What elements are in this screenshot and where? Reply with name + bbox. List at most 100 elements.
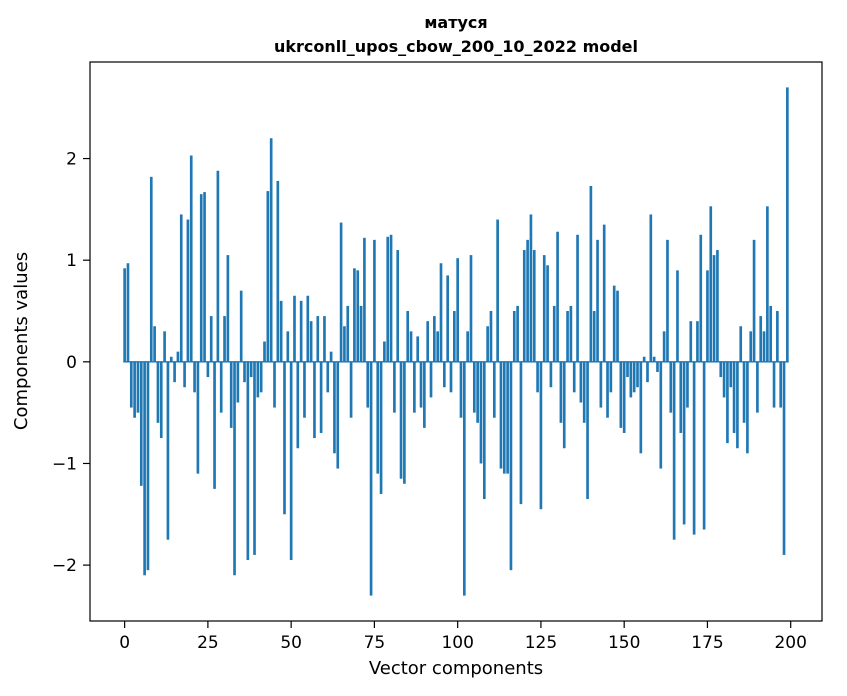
bar [176,351,180,362]
bar [629,361,633,398]
bar [526,239,529,362]
bar [183,361,186,388]
bar [689,321,693,362]
chart-subtitle: ukrconll_upos_cbow_200_10_2022 model [274,37,638,56]
bar [582,361,586,423]
bar [472,361,476,413]
bar [576,234,579,362]
bar [169,356,173,362]
bar [759,316,763,362]
bar [639,361,643,454]
bar [702,361,706,530]
bar [612,285,616,362]
bar [409,331,413,362]
bar [569,305,573,362]
bar [193,361,196,393]
bar [186,219,190,362]
bar [383,341,386,362]
bar [363,237,366,362]
bar [776,311,779,362]
bar [706,270,709,362]
bar [426,321,430,362]
bar [636,361,639,388]
bar [596,239,599,362]
bar [459,361,463,418]
bar [419,361,423,408]
bar [716,250,719,362]
plot-frame [89,61,823,622]
bar [666,239,669,362]
bar [489,311,493,362]
bar [669,361,673,413]
bar [246,361,250,561]
bar [379,361,383,494]
bar [606,361,609,418]
bar [476,361,479,423]
bar [682,361,686,525]
x-tick-label: 100 [441,633,473,653]
x-tick-label: 0 [119,633,130,653]
bar [562,361,566,449]
bar [266,191,270,362]
bar [203,192,206,362]
y-tick-label: 1 [66,251,77,271]
bar [329,351,333,362]
bar [772,361,776,408]
bar [439,263,443,362]
bar [396,250,400,362]
bar [123,268,126,362]
bar [632,361,636,393]
bar [269,138,273,362]
bar [646,361,649,383]
bar [492,361,496,418]
bar [353,268,356,362]
bar [306,295,310,362]
bar [699,234,703,362]
bar [602,224,606,362]
bar [509,361,513,571]
bar [429,361,433,398]
bar [326,361,330,393]
bar [303,361,306,418]
bar [536,361,539,393]
ticks-group: 0 25 50 75 100 125 150 175 200 −2 −1 0 1 2 [52,150,807,653]
bar [782,361,786,555]
y-tick-label: −1 [52,454,77,474]
bar [153,326,156,362]
bar [399,361,403,479]
bar [486,326,489,362]
bar [552,305,556,362]
x-axis-label: Vector components [369,658,543,679]
y-tick-label: −2 [52,556,77,576]
bar [756,361,759,413]
bar [692,361,696,535]
bar [263,341,266,362]
bar [393,361,396,413]
bar [376,361,380,474]
bar [722,361,726,398]
bar [386,236,390,362]
bar [226,255,230,362]
bar [139,361,143,486]
bar [443,361,446,388]
bar [742,361,746,423]
bar [659,361,663,469]
bar [786,87,789,362]
x-tick-label: 125 [525,633,557,653]
bar [599,361,603,408]
bar [313,361,316,439]
x-tick-label: 75 [364,633,386,653]
bar [709,206,713,362]
bar [196,361,200,474]
bar [779,361,783,408]
bar [619,361,623,428]
bar [433,316,436,362]
bar [413,361,416,413]
bar [532,250,536,362]
bar [572,361,576,393]
y-tick-label: 0 [66,353,77,373]
bar [319,361,323,433]
y-axis-label: Components values [11,252,32,430]
